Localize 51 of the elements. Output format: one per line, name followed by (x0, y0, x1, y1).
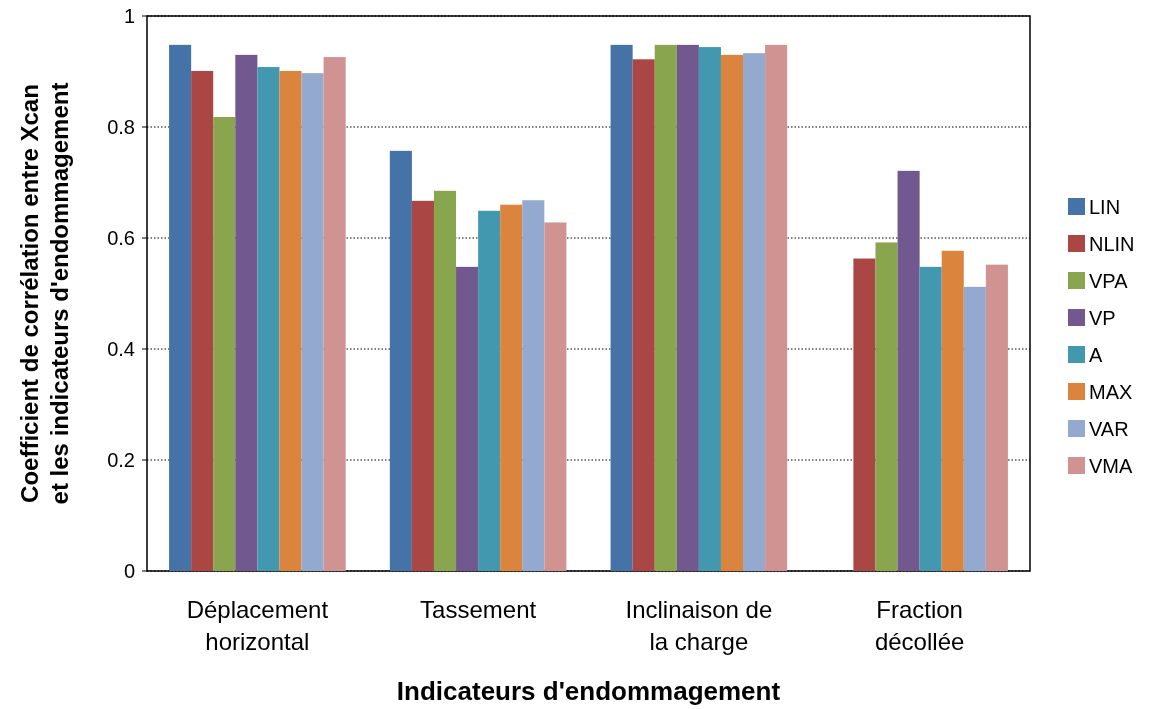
bar (610, 44, 633, 571)
legend-label: VP (1089, 307, 1116, 329)
y-tick-label: 0 (123, 560, 135, 582)
bar (213, 117, 236, 571)
bar (853, 258, 876, 571)
bar (654, 44, 677, 571)
legend-label: VMA (1089, 455, 1133, 477)
bar (743, 53, 766, 571)
bar (323, 57, 346, 571)
legend-label: VPA (1089, 270, 1129, 292)
y-tick-label: 0.8 (107, 116, 135, 138)
x-tick-label: Fraction décollée (874, 596, 965, 655)
bar (169, 44, 192, 571)
x-tick-label: Inclinaison de la charge (625, 596, 773, 655)
bar (676, 44, 699, 571)
legend-label: A (1089, 344, 1103, 366)
legend-label: MAX (1089, 381, 1133, 403)
y-tick-label: 0.4 (107, 338, 135, 360)
bar (632, 59, 655, 571)
bar (720, 54, 744, 571)
bar (191, 70, 214, 571)
bar (433, 190, 457, 571)
bar (301, 73, 324, 571)
y-axis-title: Coefficient de corrélation entre Xcan et les indicateurs d'endommagement (16, 82, 73, 505)
bar (941, 250, 964, 571)
bar (478, 210, 501, 571)
legend-label: LIN (1089, 196, 1121, 218)
bar (897, 170, 920, 571)
bar (257, 67, 280, 571)
bar (985, 264, 1008, 571)
bar (919, 266, 942, 571)
x-tick-label: Déplacement horizontal (186, 596, 329, 655)
bar (963, 286, 986, 571)
bar (411, 200, 434, 571)
bar (235, 54, 258, 571)
bar (544, 222, 567, 571)
y-tick-label: 0.6 (107, 227, 135, 249)
bar (698, 47, 721, 571)
bar (875, 242, 898, 571)
bar (500, 204, 523, 571)
legend-label: NLIN (1089, 233, 1135, 255)
bar (522, 200, 545, 571)
x-tick-label: Tassement (420, 596, 537, 623)
y-tick-label: 1 (123, 5, 135, 27)
bar (279, 70, 302, 571)
x-axis-title: Indicateurs d'endommagement (396, 676, 781, 706)
bar (456, 266, 479, 571)
bar (389, 150, 412, 571)
legend-label: VAR (1089, 418, 1129, 440)
y-tick-label: 0.2 (107, 449, 135, 471)
bar (765, 44, 788, 571)
